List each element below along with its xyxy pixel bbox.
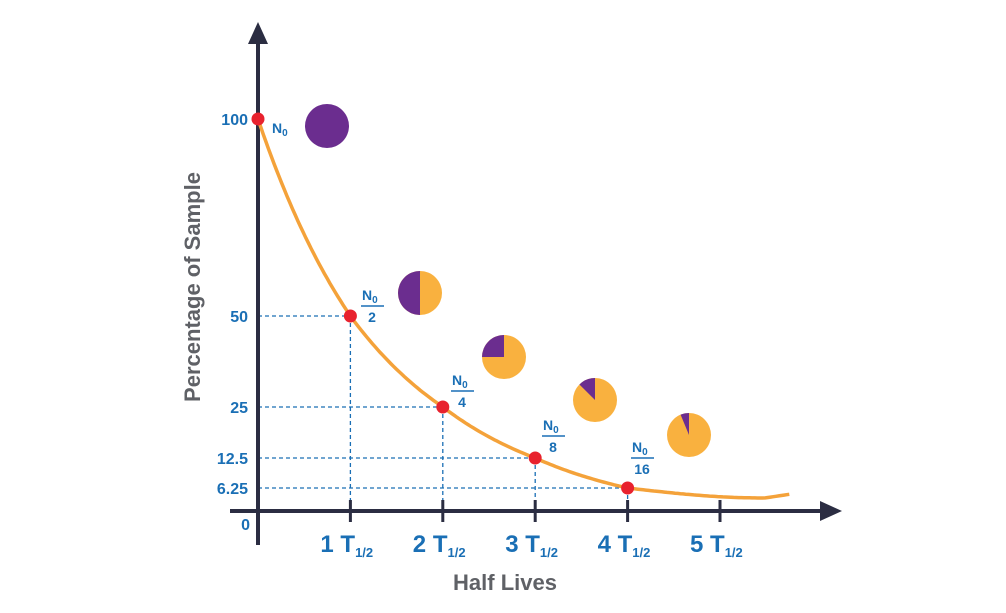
pie-icon-4 [667,413,711,457]
annotation-2: N04 [451,372,474,410]
y-tick-label-1: 50 [230,309,248,326]
y-ticks: 100 50 25 12.5 6.25 0 [217,112,250,534]
annotation-num-3: N0 [543,417,559,436]
annotation-den-1: 2 [368,309,376,325]
y-tick-label-5: 0 [241,517,250,534]
annotation-den-4: 16 [634,461,650,477]
pie-icon-3 [573,378,617,422]
data-points [251,112,635,495]
data-point-1 [343,309,357,323]
data-point-4 [621,481,635,495]
x-ticks: 1 T1/2 2 T1/2 3 T1/2 4 T1/2 5 T1/2 [320,500,743,560]
y-tick-label-2: 25 [230,400,248,417]
annotation-num-4: N0 [632,439,648,458]
annotation-num-0: N0 [272,120,288,139]
x-tick-label-2: 3 T1/2 [505,531,558,560]
y-tick-label-0: 100 [221,112,248,129]
pie-icon-0 [305,104,349,148]
y-tick-label-4: 6.25 [217,481,248,498]
annotation-num-2: N0 [452,372,468,391]
annotation-den-3: 8 [549,439,557,455]
annotation-den-2: 4 [458,394,466,410]
pie-icons [305,104,711,457]
y-axis-arrow-icon [248,22,268,44]
x-axis-title: Half Lives [453,570,557,595]
data-point-0 [251,112,265,126]
pie-icon-1 [398,271,442,315]
y-axis-title: Percentage of Sample [180,172,205,402]
x-tick-label-1: 2 T1/2 [413,531,466,560]
x-tick-label-0: 1 T1/2 [320,531,373,560]
data-point-2 [436,400,450,414]
annotation-0: N0 [272,120,288,139]
annotation-num-1: N0 [362,287,378,306]
pie-icon-2 [482,335,526,379]
annotation-3: N08 [542,417,565,455]
x-tick-label-3: 4 T1/2 [598,531,651,560]
y-tick-label-3: 12.5 [217,451,248,468]
axes [230,22,842,545]
data-point-3 [528,451,542,465]
decay-curve [256,118,790,500]
x-axis-arrow-icon [820,501,842,521]
x-tick-label-4: 5 T1/2 [690,531,743,560]
annotation-1: N02 [361,287,384,325]
guide-lines [258,315,629,511]
